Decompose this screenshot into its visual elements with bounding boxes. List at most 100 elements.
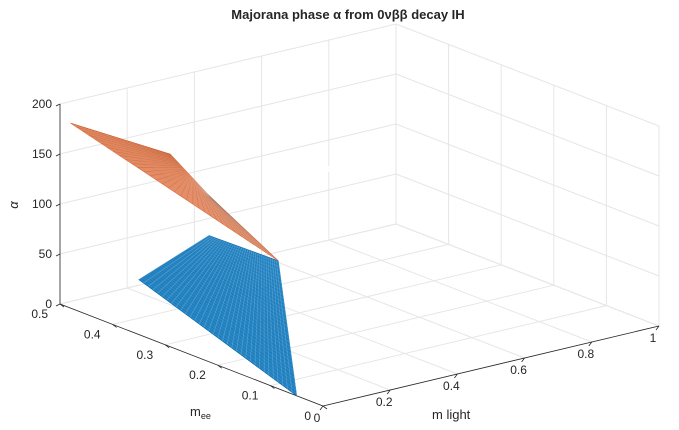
z-tick xyxy=(55,303,61,307)
grid-line xyxy=(59,123,397,205)
x-tick xyxy=(454,373,458,379)
y-tick xyxy=(59,303,65,308)
mesh-line xyxy=(76,126,172,156)
mesh-line xyxy=(163,263,291,349)
mesh-line xyxy=(196,243,282,285)
mesh-line xyxy=(143,168,184,173)
mesh-line xyxy=(90,129,265,248)
mesh-line xyxy=(206,236,279,266)
grid-line xyxy=(395,73,660,177)
mesh-line xyxy=(207,194,273,258)
z-tick-labels: 0 50 100 150 200 xyxy=(32,97,52,311)
mesh-line xyxy=(212,247,242,335)
z-tick xyxy=(55,253,61,257)
y-tick xyxy=(112,324,117,328)
mesh-line xyxy=(158,150,218,204)
surface-series-0 xyxy=(138,235,298,397)
mesh-line xyxy=(167,153,212,198)
marker-point xyxy=(327,164,336,173)
surface-series-1 xyxy=(70,122,279,262)
mesh-line xyxy=(186,177,193,201)
mesh-line xyxy=(146,146,226,212)
mesh-line xyxy=(254,254,261,366)
mesh-line xyxy=(171,240,224,304)
mesh-line xyxy=(76,124,275,258)
mesh-line xyxy=(165,262,290,345)
mesh-line xyxy=(114,136,248,233)
mesh-line xyxy=(245,252,257,359)
y-tick xyxy=(217,364,223,369)
x-tick-label: 0 xyxy=(314,411,321,425)
mesh-line xyxy=(194,244,283,289)
mesh-line xyxy=(144,275,296,385)
mesh-line xyxy=(173,257,288,329)
mesh-line xyxy=(202,239,281,274)
x-tick xyxy=(588,341,593,347)
y-tick-label: 0.4 xyxy=(84,327,101,341)
mesh-line xyxy=(169,259,289,337)
mesh-line xyxy=(123,139,242,227)
mesh-line xyxy=(236,251,253,352)
mesh-line xyxy=(200,240,281,278)
mesh-line xyxy=(113,151,179,164)
mesh-line xyxy=(162,172,188,185)
mesh-line xyxy=(96,131,261,244)
x-tick xyxy=(386,389,391,395)
mesh-line xyxy=(157,238,218,294)
mesh-line xyxy=(269,257,279,383)
mesh-line xyxy=(198,245,236,325)
chart-title: Majorana phase α from 0νββ decay IH xyxy=(231,7,464,22)
mesh-line xyxy=(198,184,224,225)
mesh-line xyxy=(170,153,210,196)
mesh-line xyxy=(203,189,248,241)
mesh-line xyxy=(166,239,222,301)
z-tick-label: 150 xyxy=(32,147,52,161)
mesh-line xyxy=(131,163,182,167)
mesh-line xyxy=(189,243,232,318)
mesh-line xyxy=(180,175,192,197)
mesh-line xyxy=(204,237,280,270)
mesh-line xyxy=(100,142,177,161)
z-tick-label: 0 xyxy=(45,297,52,311)
mesh-line xyxy=(155,170,187,181)
x-tick-label: 0.4 xyxy=(443,379,460,393)
x-tick-label: 0.2 xyxy=(376,395,393,409)
mesh-line xyxy=(192,245,283,293)
mesh-line xyxy=(125,159,181,166)
grid-line xyxy=(328,239,592,343)
mesh-line xyxy=(249,253,259,362)
mesh-line xyxy=(152,148,222,208)
mesh-line xyxy=(197,183,218,221)
mesh-line xyxy=(240,251,255,355)
z-tick-label: 200 xyxy=(32,97,52,111)
mesh-line xyxy=(193,179,200,209)
mesh-line xyxy=(126,140,240,225)
mesh-line xyxy=(107,147,178,162)
mesh-line xyxy=(105,133,255,239)
mesh-line xyxy=(184,250,285,309)
y-axis-label-sub: ee xyxy=(201,411,211,421)
mesh-line xyxy=(99,131,259,242)
mesh-line xyxy=(182,252,286,313)
mesh-line xyxy=(203,245,238,328)
z-tick xyxy=(55,153,61,157)
mesh-line xyxy=(159,266,292,357)
mesh-line xyxy=(70,122,279,262)
z-tick xyxy=(55,203,61,207)
mesh-line xyxy=(140,278,297,393)
mesh-line xyxy=(273,259,288,390)
x-axis-line xyxy=(322,325,660,407)
mesh-line xyxy=(93,130,263,246)
mesh-line xyxy=(73,123,277,260)
mesh-line xyxy=(277,260,298,396)
mesh-line xyxy=(70,122,171,155)
mesh-line xyxy=(271,258,284,386)
mesh-line xyxy=(102,132,257,240)
mesh-line xyxy=(190,246,284,297)
mesh-line xyxy=(84,127,269,252)
mesh-line xyxy=(179,253,287,317)
mesh-line xyxy=(149,147,224,210)
mesh-line xyxy=(117,137,246,231)
x-tick-label: 0.6 xyxy=(510,363,527,377)
mesh-line xyxy=(88,134,174,159)
